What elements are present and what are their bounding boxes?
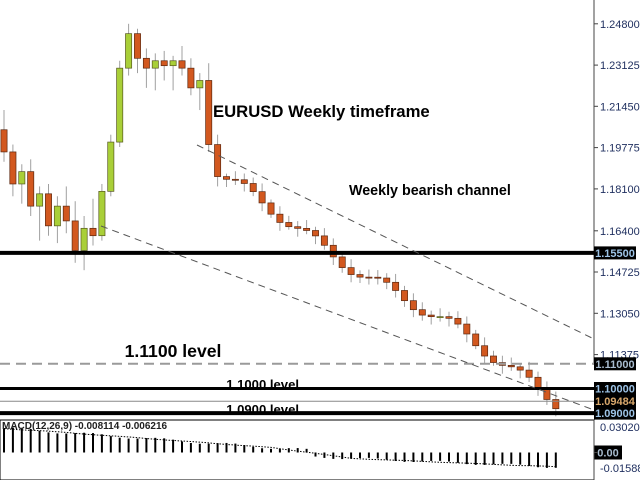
svg-text:1.18100: 1.18100 [600,184,640,196]
svg-text:1.24800: 1.24800 [600,19,640,31]
svg-text:1.1100 level: 1.1100 level [125,341,222,361]
svg-text:1.23125: 1.23125 [600,60,640,72]
svg-text:0.030207: 0.030207 [600,422,640,434]
svg-text:Weekly bearish channel: Weekly bearish channel [349,183,511,199]
svg-text:1.1000 level: 1.1000 level [226,377,299,392]
svg-text:1.19775: 1.19775 [600,143,640,155]
svg-text:EURUSD Weekly timeframe: EURUSD Weekly timeframe [213,102,430,121]
svg-text:1.21450: 1.21450 [600,101,640,113]
svg-text:1.0900 level: 1.0900 level [226,402,299,417]
svg-text:0.00: 0.00 [597,448,618,460]
svg-text:1.11000: 1.11000 [595,359,634,371]
svg-text:1.09484: 1.09484 [595,396,636,408]
svg-text:1.15500: 1.15500 [595,248,635,260]
svg-text:-0.015887: -0.015887 [600,463,640,475]
svg-text:1.13050: 1.13050 [600,308,640,320]
svg-text:1.09000: 1.09000 [595,408,635,420]
svg-text:1.10000: 1.10000 [595,384,635,396]
svg-text:1.16400: 1.16400 [600,226,640,238]
svg-text:1.14725: 1.14725 [600,267,640,279]
svg-text:MACD(12,26,9) -0.008114 -0.006: MACD(12,26,9) -0.008114 -0.006216 [2,421,168,432]
